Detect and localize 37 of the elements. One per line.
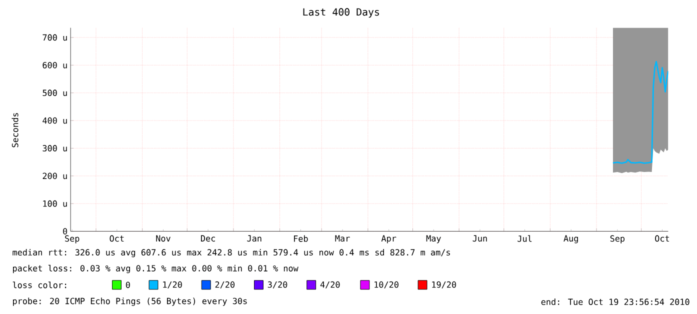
y-tick-label: 0 xyxy=(63,228,68,235)
y-tick-label: 600 u xyxy=(42,62,67,69)
x-tick-label: Sep xyxy=(65,235,80,244)
y-tick-label: 700 u xyxy=(42,34,67,41)
x-tick-label: Aug xyxy=(564,235,578,244)
x-tick-label: Oct xyxy=(110,235,124,242)
x-tick-label: Jun xyxy=(472,235,487,242)
x-tick-label: May xyxy=(426,235,441,244)
x-tick-label: Nov xyxy=(156,235,170,242)
legend-label: 3/20 xyxy=(268,282,288,289)
y-tick-label: 300 u xyxy=(42,145,67,152)
y-tick-label: 500 u xyxy=(42,90,67,96)
x-tick-label: Feb xyxy=(294,235,308,242)
text: packet loss: 0.03 % avg 0.15 % max 0.00 % min 0.01 % now xyxy=(13,265,298,274)
legend-label: 4/20 xyxy=(320,282,340,289)
chart-title: Last 400 Days xyxy=(303,8,379,18)
y-axis-title: Seconds xyxy=(12,113,18,148)
text: median rtt: 326.0 us avg 607.6 us max 242.8 us min 579.4 us now 0.4 ms sd 828.7 m am/s xyxy=(12,249,450,258)
text: probe: 20 ICMP Echo Pings (56 Bytes) every 30s xyxy=(13,298,247,306)
x-tick-label: Jan xyxy=(247,235,262,242)
text: end: Tue Oct 19 23:56:54 2010 xyxy=(541,298,690,306)
legend-label: 10/20 xyxy=(374,282,398,289)
legend-label: 1/20 xyxy=(163,282,182,289)
legend-label: 2/20 xyxy=(215,282,235,289)
legend-label: 19/20 xyxy=(432,282,456,289)
x-tick-label: Oct xyxy=(655,235,670,242)
y-tick-label: 100 u xyxy=(43,200,67,207)
legend-title: loss color: xyxy=(12,282,66,288)
y-tick-label: 400 u xyxy=(42,118,67,124)
line-series xyxy=(612,61,668,164)
legend-label: 0 xyxy=(126,282,130,288)
x-tick-label: Dec xyxy=(201,235,215,242)
x-tick-label: Mar xyxy=(335,235,350,242)
x-tick-label: Sep xyxy=(610,235,625,244)
x-tick-label: Apr xyxy=(381,235,396,244)
x-tick-label: Jul xyxy=(518,235,532,242)
y-tick-label: 200 u xyxy=(42,172,67,180)
